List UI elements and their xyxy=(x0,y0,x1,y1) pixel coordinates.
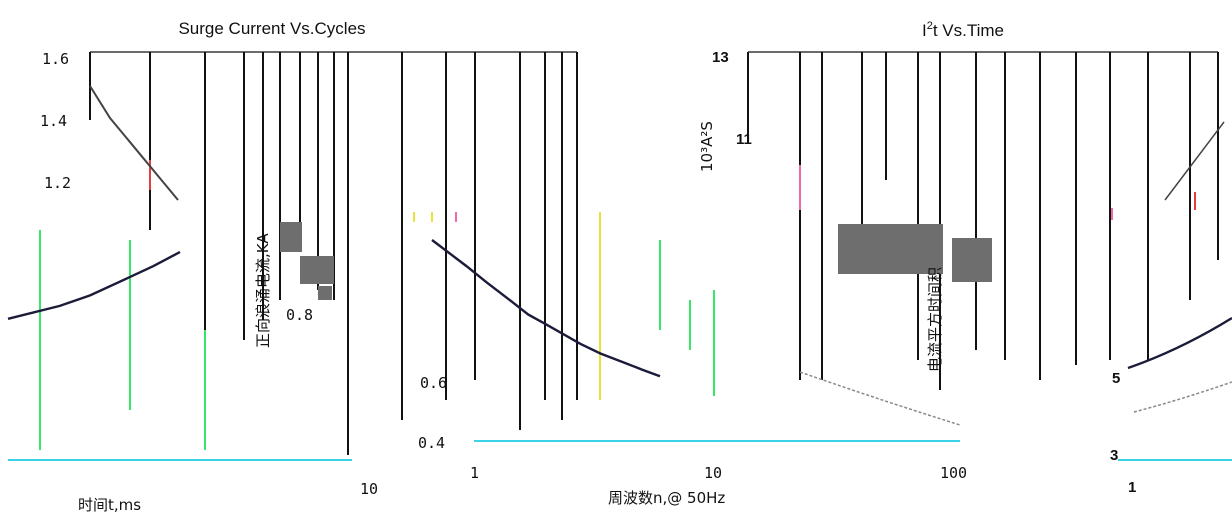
x-tick-100: 100 xyxy=(940,464,967,482)
x-tick-1: 1 xyxy=(470,464,479,482)
vertical-gridlines xyxy=(89,52,1219,455)
y-tick-0-8: 0.8 xyxy=(286,306,313,324)
y-tick-13: 13 xyxy=(712,49,729,66)
i2t-chart-title: I2t Vs.Time xyxy=(922,20,1004,40)
y-tick-0-6: 0.6 xyxy=(420,374,447,392)
surge-series-line xyxy=(431,239,661,378)
surge-ylabel: 正向浪涌电流,KA xyxy=(254,233,272,348)
gray-block xyxy=(280,222,992,300)
scan-artifacts xyxy=(39,160,1196,450)
i2t-series-line xyxy=(7,250,181,320)
x-tick-1-right: 1 xyxy=(1128,479,1136,496)
surge-dotted-curve xyxy=(799,371,961,426)
x-axis-baselines xyxy=(8,440,1232,461)
y-tick-1-2: 1.2 xyxy=(44,174,71,192)
x-tick-10: 10 xyxy=(704,464,722,482)
i2t-dotted-curve xyxy=(1133,381,1232,413)
y-tick-3: 3 xyxy=(1110,447,1118,464)
i2t-yunit: 10³A²S xyxy=(698,121,716,172)
y-tick-1-4: 1.4 xyxy=(40,112,67,130)
i2t-ylabel: 电流平方时间积 xyxy=(926,267,944,372)
time-axis-label: 时间t,ms xyxy=(78,496,141,514)
y-tick-0-4: 0.4 xyxy=(418,434,445,452)
surge-upper-curve xyxy=(89,85,179,201)
i2t-series-line-right xyxy=(1127,316,1232,370)
surge-chart-title: Surge Current Vs.Cycles xyxy=(178,19,365,38)
i2t-upper-curve xyxy=(1164,121,1225,201)
x-tick-10-ms: 10 xyxy=(360,480,378,498)
y-tick-1-6: 1.6 xyxy=(42,50,69,68)
plot-frame xyxy=(89,51,1218,140)
cycles-axis-label: 周波数n,@ 50Hz xyxy=(608,489,725,507)
y-tick-5: 5 xyxy=(1112,370,1120,387)
y-tick-11: 11 xyxy=(736,131,752,148)
